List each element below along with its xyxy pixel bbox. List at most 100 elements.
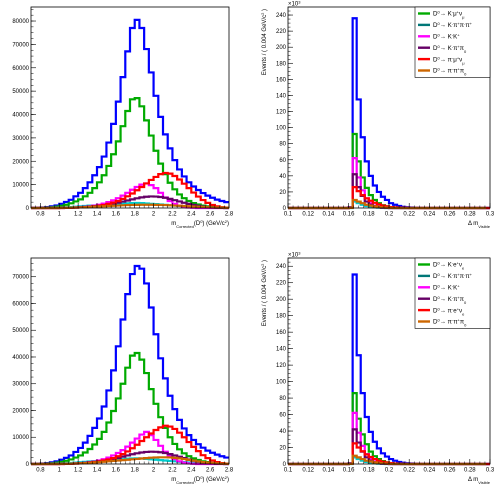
y-tick-label: 100 <box>276 380 287 386</box>
x-tick-label: 0.26 <box>444 212 456 218</box>
legend-label: D0→ K-π+π0 <box>433 43 467 53</box>
y-tick-label: 40000 <box>12 113 29 119</box>
text-part: + <box>457 306 460 311</box>
text-part: 0 <box>437 21 440 26</box>
text-part: - <box>452 66 454 71</box>
y-tick-label: 40000 <box>12 355 29 361</box>
text-part: Δ m <box>468 477 478 483</box>
y-tick-label: 40 <box>279 174 286 180</box>
text-part: 0 <box>437 272 440 277</box>
text-part: ν <box>459 11 462 18</box>
x-tick-label: 2 <box>152 468 156 474</box>
y-tick-label: 0 <box>283 206 287 212</box>
y-tick-label: 60 <box>279 158 286 164</box>
text-part: K <box>453 285 458 292</box>
x-tick-label: 0.12 <box>302 468 314 474</box>
text-part: - <box>464 21 466 26</box>
y-tick-label: 30000 <box>12 382 29 388</box>
x-tick-label: 2.8 <box>225 212 234 218</box>
text-part: Visible <box>478 480 490 485</box>
y-tick-label: 10000 <box>12 435 29 441</box>
y-tick-label: 200 <box>276 297 287 303</box>
text-part: ) <box>262 9 268 13</box>
text-part: π <box>465 22 469 29</box>
text-part: e <box>453 307 457 314</box>
text-part: 0 <box>464 322 467 327</box>
text-part: → K <box>440 45 453 52</box>
y-tick-label: 80 <box>279 396 286 402</box>
text-part: Corrected <box>176 480 194 485</box>
text-part: π <box>460 22 464 29</box>
text-part: + <box>457 21 460 26</box>
text-part: 0 <box>437 32 440 37</box>
text-part: - <box>452 21 454 26</box>
text-part: 2 <box>260 12 265 15</box>
text-part: π <box>453 319 457 326</box>
y-tick-label: 220 <box>276 29 287 35</box>
y-tick-label: 60 <box>279 413 286 419</box>
legend-label: D0→ π-π+π0 <box>433 317 467 327</box>
text-part: (D <box>194 221 201 227</box>
x-axis-label: mCorrected(D0) (GeV/c2) <box>171 219 229 229</box>
legend-label: D0→ π-π+π0 <box>433 66 467 76</box>
text-part: 0 <box>437 66 440 71</box>
y-tick-label: 120 <box>276 363 287 369</box>
x-tick-label: 0.12 <box>302 212 314 218</box>
x-tick-label: 0.1 <box>284 212 293 218</box>
text-part: + <box>457 294 460 299</box>
x-tick-label: 0.3 <box>486 468 495 474</box>
legend-label: D0→ K-e+νe <box>433 260 465 270</box>
text-part: D <box>433 56 438 63</box>
y-tick-label: 240 <box>276 13 287 19</box>
y-tick-label: 120 <box>276 110 287 116</box>
text-part: - <box>452 294 454 299</box>
x-tick-label: 0.2 <box>385 468 394 474</box>
text-part: μ <box>453 56 457 63</box>
x-tick-label: 1.2 <box>74 468 83 474</box>
plot-bottom-left: 0.8 1 1.2 1.4 1.6 1.8 2 2.2 2.4 2.6 2.8 0 10000 20000… <box>12 257 234 485</box>
legend-label: D0→ K-K+ <box>433 32 460 41</box>
y-tick-label: 180 <box>276 314 287 320</box>
text-part: π <box>460 68 464 75</box>
series-line-1 <box>31 97 229 210</box>
y-axis-label: Events / ( 0.004 GeV/c2 ) <box>260 260 269 326</box>
text-part: 2 <box>225 475 228 480</box>
text-part: π <box>453 68 457 75</box>
text-part: 2 <box>260 263 265 266</box>
text-part: ) (GeV/c <box>202 477 224 483</box>
text-part: ν <box>459 307 462 314</box>
series-line-1 <box>288 392 490 466</box>
text-part: π <box>460 319 464 326</box>
series-line-1 <box>31 351 229 466</box>
y-axis-label: Events / ( 0.004 GeV/c2 ) <box>260 9 269 75</box>
x-tick-label: 0.8 <box>36 468 45 474</box>
text-part: μ <box>462 14 465 19</box>
text-part: 2 <box>225 219 228 224</box>
text-part: → K <box>440 285 453 292</box>
text-part: D <box>433 11 438 18</box>
text-part: Visible <box>478 224 490 229</box>
x-tick-label: 1.2 <box>74 212 83 218</box>
text-part: m <box>171 221 176 227</box>
y-tick-label: 160 <box>276 330 287 336</box>
text-part: → π <box>440 56 452 63</box>
text-part: 3 <box>298 0 301 4</box>
text-part: D <box>433 319 438 326</box>
text-part: 0 <box>464 299 467 304</box>
text-part: D <box>433 296 438 303</box>
text-part: ν <box>459 56 462 63</box>
x-tick-label: 2.2 <box>168 212 177 218</box>
y-tick-label: 0 <box>26 206 30 212</box>
text-part: - <box>452 260 454 265</box>
y-tick-label: 30000 <box>12 136 29 142</box>
x-tick-label: 2.4 <box>187 468 196 474</box>
text-part: + <box>457 32 460 37</box>
y-tick-label: 160 <box>276 77 287 83</box>
y-tick-label: 140 <box>276 347 287 353</box>
text-part: π <box>453 296 457 303</box>
y-tick-label: 10000 <box>12 183 29 189</box>
legend-label: D0→ π-e+νe <box>433 306 465 316</box>
y-tick-label: 20 <box>279 190 286 196</box>
text-part: Events / ( 0.004 GeV/c <box>262 15 268 75</box>
